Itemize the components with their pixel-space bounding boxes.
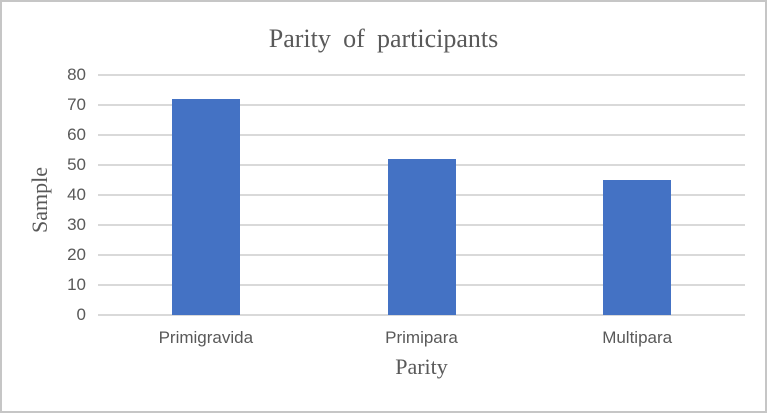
y-axis-tick-label: 60 — [67, 125, 86, 144]
x-category-label: Primipara — [385, 328, 458, 347]
gridline — [98, 134, 745, 136]
y-axis-tick-label: 30 — [67, 215, 86, 234]
bar-multipara — [603, 180, 672, 315]
plot-area — [98, 74, 745, 316]
x-category-labels: Primigravida Primipara Multipara — [98, 328, 745, 350]
x-axis-line — [98, 314, 745, 316]
y-axis-tick-label: 40 — [67, 185, 86, 204]
bar-primipara — [387, 159, 456, 315]
y-axis-tick-label: 80 — [67, 65, 86, 84]
x-axis-title: Parity — [395, 354, 448, 379]
x-category-label: Multipara — [602, 328, 673, 347]
y-axis-tick-label: 10 — [67, 275, 86, 294]
y-axis-tick-labels: 0 10 20 30 40 50 60 70 80 — [2, 65, 86, 324]
y-axis-tick-label: 20 — [67, 245, 86, 264]
y-axis-tick-label: 50 — [67, 155, 86, 174]
y-axis-tick-label: 70 — [67, 95, 86, 114]
chart-title: Parity of participants — [268, 24, 499, 53]
gridline — [98, 74, 745, 76]
x-category-label: Primigravida — [158, 328, 254, 347]
y-axis-tick-label: 0 — [76, 305, 86, 324]
bar-primigravida — [171, 99, 240, 315]
gridline — [98, 104, 745, 106]
